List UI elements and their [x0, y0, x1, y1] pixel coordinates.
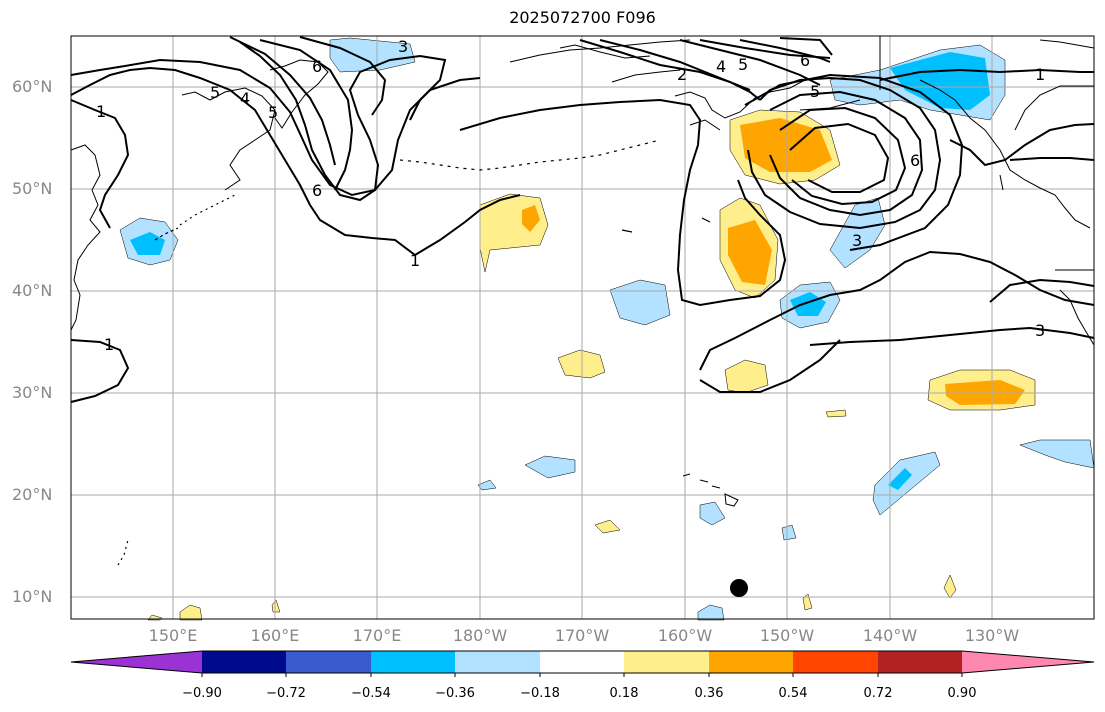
shade-patch: [522, 205, 540, 232]
shade-patch: [790, 292, 826, 316]
shade-patch: [829, 197, 886, 269]
contour-label: 5: [210, 83, 220, 102]
shade-patch: [524, 455, 576, 479]
shade-patch: [477, 479, 497, 491]
colorbar-segment: [455, 651, 540, 673]
lon-label: 170°E: [352, 626, 402, 645]
colorbar-tick-label: −0.72: [266, 686, 306, 701]
coastlines: [70, 36, 1095, 346]
colorbar-tick-label: 0.18: [609, 686, 639, 701]
lon-label: 150°W: [759, 626, 815, 645]
lat-label: 60°N: [12, 77, 53, 96]
colorbar-tick-label: 0.54: [778, 686, 808, 701]
lon-label: 180°W: [452, 626, 508, 645]
lon-label: 160°E: [250, 626, 300, 645]
lon-label: 140°W: [862, 626, 918, 645]
colorbar-segment: [286, 651, 371, 673]
contour-lines: [70, 36, 1095, 403]
contour-label: 4: [716, 57, 726, 76]
colorbar-tick-label: 0.36: [694, 686, 724, 701]
location-marker: [730, 579, 748, 597]
shade-patch: [740, 118, 832, 172]
shading-layer: [119, 37, 1095, 621]
colorbar-tick-label: −0.90: [182, 686, 222, 701]
shade-patch: [943, 574, 957, 599]
contour-label: 1: [104, 335, 114, 354]
shade-patch: [699, 501, 726, 526]
contour-label: 5: [810, 82, 820, 101]
shade-patch: [130, 232, 165, 255]
contour-label: 3: [852, 231, 862, 250]
contour-label: 1: [410, 251, 420, 270]
shade-patch: [724, 359, 769, 394]
hawaii-islands: [682, 473, 739, 507]
contour-label: 1: [96, 102, 106, 121]
lon-label: 150°E: [148, 626, 198, 645]
lat-label: 50°N: [12, 179, 53, 198]
colorbar-tick-label: −0.18: [520, 686, 560, 701]
contour-label: 2: [677, 65, 687, 84]
lat-label: 40°N: [12, 281, 53, 300]
map-title: 2025072700 F096: [509, 8, 656, 27]
shade-patch: [888, 468, 912, 490]
contour-label-group: 1 1 1 1 2 3 3 3 4 4 5 5 5 5 6 6 6 6: [96, 37, 1045, 354]
contour-label: 6: [312, 181, 322, 200]
shade-patch: [728, 220, 772, 285]
lat-label: 30°N: [12, 383, 53, 402]
colorbar-tick-label: 0.90: [947, 686, 977, 701]
colorbar-segment: [793, 651, 878, 673]
contour-label: 6: [312, 57, 322, 76]
colorbar-segment: [624, 651, 709, 673]
lon-label: 130°W: [964, 626, 1020, 645]
colorbar-segment: [371, 651, 455, 673]
colorbar-segment: [540, 651, 624, 673]
map-frame: [70, 35, 1095, 620]
lat-label: 10°N: [12, 587, 53, 606]
contour-label: 6: [800, 51, 810, 70]
contour-label: 3: [1035, 321, 1045, 340]
shade-patch: [802, 593, 813, 611]
contour-label: 5: [268, 103, 278, 122]
contour-label: 1: [1035, 65, 1045, 84]
colorbar-segment: [71, 651, 202, 673]
lat-label: 20°N: [12, 485, 53, 504]
contour-label: 6: [910, 151, 920, 170]
graticule: [71, 36, 1094, 619]
colorbar-segment: [878, 651, 962, 673]
colorbar-tick-label: −0.36: [435, 686, 475, 701]
contour-label: 5: [738, 55, 748, 74]
colorbar-segment: [202, 651, 286, 673]
colorbar-tick-label: −0.54: [351, 686, 391, 701]
lon-label: 160°W: [657, 626, 713, 645]
contour-label: 3: [398, 37, 408, 56]
colorbar-segment: [962, 651, 1094, 673]
colorbar-segment: [709, 651, 793, 673]
islands: [117, 139, 711, 566]
shade-patch: [890, 52, 990, 110]
shade-patch: [594, 519, 621, 534]
colorbar-tick-label: 0.72: [863, 686, 893, 701]
shade-patch: [781, 524, 797, 541]
lon-label: 170°W: [554, 626, 610, 645]
shade-patch: [329, 37, 416, 73]
contour-label: 4: [240, 89, 250, 108]
shade-patch: [825, 409, 847, 418]
